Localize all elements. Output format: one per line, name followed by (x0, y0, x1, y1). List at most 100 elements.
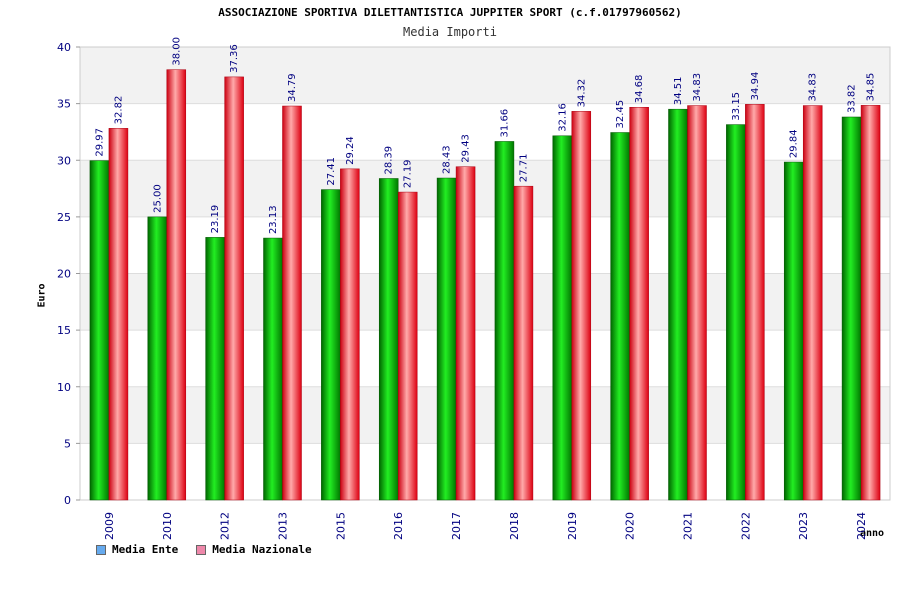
bar-media-nazionale (745, 104, 765, 501)
data-label-media-nazionale: 32.82 (113, 96, 124, 125)
chart-title: ASSOCIAZIONE SPORTIVA DILETTANTISTICA JU… (218, 6, 682, 19)
data-label-media-ente: 23.13 (268, 205, 279, 234)
legend: Media Ente Media Nazionale (96, 543, 312, 556)
legend-label-media-nazionale: Media Nazionale (212, 543, 312, 556)
y-axis: 0 5 10 15 20 25 30 35 40 (57, 41, 80, 507)
x-tick-label: 2019 (566, 512, 579, 540)
data-label-media-nazionale: 34.32 (576, 79, 587, 108)
bar-media-ente (378, 178, 399, 501)
x-tick-label: 2010 (161, 512, 174, 540)
plot-background (79, 46, 891, 501)
data-label-media-ente: 23.19 (210, 205, 221, 234)
x-tick-label: 2023 (797, 512, 810, 540)
bar-media-ente (321, 189, 341, 501)
x-tick-label: 2009 (103, 512, 116, 540)
data-label-media-nazionale: 34.79 (287, 73, 298, 102)
bar-media-nazionale (282, 105, 302, 501)
bar-media-ente (783, 161, 804, 501)
data-label-media-nazionale: 34.85 (866, 73, 877, 102)
legend-label-media-ente: Media Ente (112, 543, 179, 556)
y-tick-label: 0 (64, 494, 71, 507)
y-tick-label: 35 (57, 98, 71, 111)
y-tick-label: 40 (57, 41, 71, 54)
x-tick-label: 2021 (682, 512, 695, 540)
data-label-media-nazionale: 34.83 (692, 73, 703, 102)
x-tick-label: 2012 (219, 512, 232, 540)
data-label-media-ente: 31.66 (499, 109, 510, 138)
x-axis-label: anno (860, 528, 885, 539)
bar-media-ente (726, 124, 746, 501)
data-label-media-ente: 28.39 (384, 146, 395, 175)
bar-media-nazionale (224, 76, 244, 501)
x-tick-label: 2016 (392, 512, 405, 540)
bar-media-ente (552, 135, 573, 501)
x-tick-label: 2013 (277, 512, 290, 540)
data-label-media-ente: 32.16 (557, 103, 568, 132)
plot-band (80, 103, 890, 161)
data-label-media-nazionale: 29.43 (461, 134, 472, 163)
data-label-media-nazionale: 29.24 (345, 136, 356, 165)
y-tick-label: 25 (57, 211, 71, 224)
bar-media-nazionale (687, 105, 707, 501)
bar-media-nazionale (108, 128, 129, 501)
bar-media-ente (205, 237, 225, 501)
y-tick-label: 10 (57, 381, 71, 394)
plot-band (80, 216, 890, 274)
data-label-media-nazionale: 34.68 (634, 75, 645, 104)
plot-band (80, 330, 890, 387)
bar-media-nazionale (802, 105, 823, 501)
bar-media-nazionale (455, 166, 476, 501)
plot-band (80, 160, 890, 217)
bar-media-nazionale (166, 69, 187, 501)
bar-media-nazionale (340, 168, 360, 501)
data-label-media-ente: 34.51 (673, 77, 684, 106)
bar-media-ente (263, 237, 283, 501)
bar-media-nazionale (629, 106, 649, 501)
chart-subtitle: Media Importi (403, 25, 497, 39)
data-label-media-nazionale: 34.83 (808, 73, 819, 102)
data-label-media-ente: 29.97 (94, 128, 105, 157)
plot-band (80, 443, 890, 500)
data-label-media-ente: 28.43 (442, 145, 453, 174)
bar-media-nazionale (397, 191, 418, 501)
y-tick-label: 15 (57, 324, 71, 337)
x-tick-label: 2015 (334, 512, 347, 540)
x-tick-label: 2017 (450, 512, 463, 540)
bar-media-ente (610, 132, 630, 501)
data-label-media-ente: 33.15 (731, 92, 742, 121)
y-tick-label: 30 (57, 154, 71, 167)
plot-band (80, 47, 890, 104)
bars: 29.97 32.82 25.00 38.00 23.19 37.36 23.13 34.79… (89, 37, 881, 501)
y-tick-label: 20 (57, 268, 71, 281)
bar-media-ente (841, 116, 862, 501)
x-axis: 2009 2010 2012 2013 2015 2016 2017 2018 2019 2020… (103, 512, 868, 540)
x-tick-label: 2024 (855, 512, 868, 540)
x-tick-label: 2018 (508, 512, 521, 540)
y-tick-label: 5 (64, 437, 71, 450)
bar-media-ente (494, 141, 515, 501)
data-label-media-nazionale: 38.00 (171, 37, 182, 66)
data-label-media-ente: 29.84 (789, 129, 800, 158)
data-label-media-nazionale: 27.19 (403, 159, 414, 188)
bar-media-ente (89, 160, 110, 501)
x-tick-label: 2022 (739, 512, 752, 540)
data-label-media-ente: 32.45 (615, 100, 626, 129)
legend-item-media-nazionale: Media Nazionale (196, 543, 312, 556)
data-label-media-nazionale: 34.94 (750, 72, 761, 101)
legend-swatch-media-nazionale (196, 544, 207, 555)
legend-swatch-media-ente (96, 544, 106, 555)
bar-media-nazionale (571, 111, 592, 501)
plot-band (80, 386, 890, 444)
data-label-media-ente: 27.41 (326, 157, 337, 186)
bar-media-nazionale (860, 105, 881, 501)
bar-media-nazionale (513, 185, 534, 501)
bar-media-ente (147, 216, 168, 501)
plot-band (80, 273, 890, 331)
bar-media-ente (436, 177, 457, 501)
data-label-media-nazionale: 27.71 (518, 154, 529, 183)
data-label-media-ente: 25.00 (152, 184, 163, 213)
bar-media-ente (668, 108, 688, 501)
legend-item-media-ente: Media Ente (96, 543, 178, 556)
x-tick-label: 2020 (624, 512, 637, 540)
